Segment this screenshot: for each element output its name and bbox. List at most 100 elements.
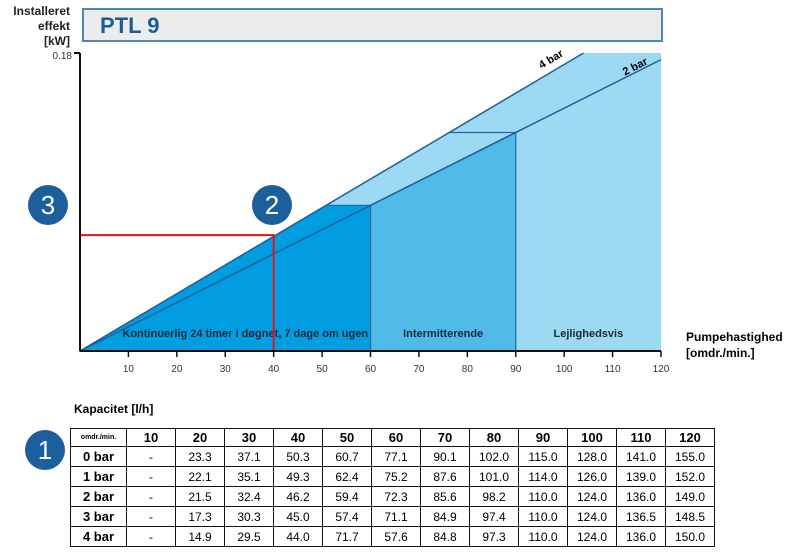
y-label-line: effekt [37, 19, 70, 33]
table-cell: - [126, 506, 176, 527]
column-header: 100 [567, 428, 617, 447]
table-cell: 72.3 [371, 486, 421, 507]
zone-label: Intermitterende [403, 328, 483, 340]
y-tick-label: 0.18 [53, 51, 73, 62]
x-tick-label: 40 [268, 364, 280, 375]
table-cell: 60.7 [322, 446, 372, 467]
table-cell: - [126, 526, 176, 547]
table-cell: 23.3 [175, 446, 225, 467]
table-cell: 35.1 [224, 466, 274, 487]
y-label-line: [kW] [44, 34, 70, 48]
table-cell: 110.0 [518, 486, 568, 507]
table-cell: - [126, 446, 176, 467]
table-cell: 30.3 [224, 506, 274, 527]
table-cell: 84.8 [420, 526, 470, 547]
table-cell: 124.0 [567, 526, 617, 547]
table-title: Kapacitet [l/h] [74, 402, 154, 416]
table-cell: 14.9 [175, 526, 225, 547]
table-cell: 150.0 [665, 526, 715, 547]
marker-circle-1: 1 [25, 430, 65, 470]
row-label: 0 bar [70, 446, 127, 467]
series-line-4bar [79, 52, 584, 352]
table-cell: 110.0 [518, 506, 568, 527]
table-cell: 139.0 [616, 466, 666, 487]
table-cell: 97.4 [469, 506, 519, 527]
zone-label: Kontinuerlig 24 timer i døgnet, 7 dage o… [122, 328, 368, 340]
column-header: 10 [126, 428, 176, 447]
table-cell: 17.3 [175, 506, 225, 527]
table-cell: 152.0 [665, 466, 715, 487]
x-tick-label: 90 [510, 364, 522, 375]
table-cell: 126.0 [567, 466, 617, 487]
table-cell: 57.4 [322, 506, 372, 527]
table-cell: 148.5 [665, 506, 715, 527]
column-header: 30 [224, 428, 274, 447]
table-cell: 97.3 [469, 526, 519, 547]
x-axis-label: [omdr./min.] [686, 346, 755, 360]
table-cell: 45.0 [273, 506, 323, 527]
table-cell: 32.4 [224, 486, 274, 507]
x-tick-label: 110 [605, 364, 621, 375]
chart-title: PTL 9 [100, 13, 160, 38]
column-header: 60 [371, 428, 421, 447]
title-box: PTL 9 [82, 8, 663, 42]
table-cell: 22.1 [175, 466, 225, 487]
x-tick-label: 100 [556, 364, 573, 375]
table-cell: 124.0 [567, 506, 617, 527]
table-cell: - [126, 486, 176, 507]
capacity-table: omdr./min. 10 20 30 40 50 60 70 80 90 100 110 120 0 b… [70, 428, 715, 547]
row-label: 3 bar [70, 506, 127, 527]
row-label: 4 bar [70, 526, 127, 547]
marker-circle-3: 3 [28, 185, 68, 225]
table-cell: 77.1 [371, 446, 421, 467]
table-cell: 155.0 [665, 446, 715, 467]
table-row: 0 bar -23.3 37.1 50.3 60.7 77.1 90.1 102.0 115.0… [70, 446, 715, 467]
table-cell: 136.0 [616, 526, 666, 547]
x-tick-label: 120 [653, 364, 670, 375]
table-cell: 136.0 [616, 486, 666, 507]
table-cell: 75.2 [371, 466, 421, 487]
table-cell: 128.0 [567, 446, 617, 467]
x-tick-label: 20 [171, 364, 183, 375]
table-cell: 141.0 [616, 446, 666, 467]
series-line-2bar [79, 58, 662, 352]
table-cell: 50.3 [273, 446, 323, 467]
table-cell: 87.6 [420, 466, 470, 487]
table-cell: 71.7 [322, 526, 372, 547]
column-header: 120 [665, 428, 715, 447]
table-cell: 49.3 [273, 466, 323, 487]
table-cell: 101.0 [469, 466, 519, 487]
x-tick-label: 70 [413, 364, 425, 375]
table-cell: 102.0 [469, 446, 519, 467]
column-header: 70 [420, 428, 470, 447]
marker-circle-2: 2 [252, 185, 292, 225]
table-row: 3 bar -17.3 30.3 45.0 57.4 71.1 84.9 97.4 110.0 1… [70, 506, 715, 527]
x-tick-label: 10 [123, 364, 135, 375]
column-header: 20 [175, 428, 225, 447]
table-cell: 29.5 [224, 526, 274, 547]
table-cell: 115.0 [518, 446, 568, 467]
table-cell: 84.9 [420, 506, 470, 527]
table-cell: 59.4 [322, 486, 372, 507]
table-row: 2 bar -21.5 32.4 46.2 59.4 72.3 85.6 98.2 110.0 1… [70, 486, 715, 507]
row-label: 1 bar [70, 466, 127, 487]
column-header: 110 [616, 428, 666, 447]
table-row: 1 bar -22.1 35.1 49.3 62.4 75.2 87.6 101.0 114.0… [70, 466, 715, 487]
zone-label: Lejlighedsvis [554, 328, 624, 340]
x-tick-label: 30 [220, 364, 232, 375]
table-cell: 62.4 [322, 466, 372, 487]
table-cell: 114.0 [518, 466, 568, 487]
x-axis-label: Pumpehastighed [686, 330, 783, 344]
column-header: 90 [518, 428, 568, 447]
table-cell: 46.2 [273, 486, 323, 507]
y-axis-label: Installeret effekt [kW] [0, 4, 70, 49]
table-cell: - [126, 466, 176, 487]
table-cell: 149.0 [665, 486, 715, 507]
table-cell: 37.1 [224, 446, 274, 467]
table-row: 4 bar -14.9 29.5 44.0 71.7 57.6 84.8 97.3 110.0 1… [70, 526, 715, 547]
table-cell: 110.0 [518, 526, 568, 547]
table-cell: 44.0 [273, 526, 323, 547]
x-tick-label: 50 [317, 364, 329, 375]
y-label-line: Installeret [13, 4, 70, 18]
